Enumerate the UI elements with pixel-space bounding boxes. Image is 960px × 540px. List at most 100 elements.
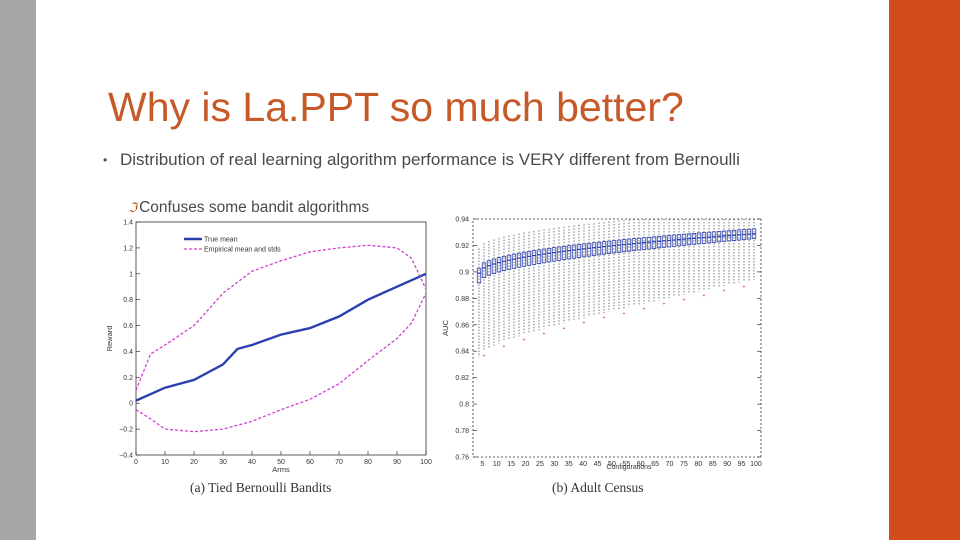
y-axis-label: Reward <box>105 326 114 352</box>
x-tick-label: 25 <box>536 461 544 468</box>
box-body <box>481 262 487 279</box>
box-body <box>586 242 592 257</box>
box-body <box>601 241 607 255</box>
x-tick-label: 50 <box>608 461 616 468</box>
box-body <box>521 251 527 267</box>
box-body <box>681 233 687 246</box>
x-tick-label: 55 <box>622 461 630 468</box>
box-body <box>536 249 542 264</box>
x-tick-label: 70 <box>666 461 674 468</box>
y-tick-label: 0.88 <box>455 296 469 303</box>
y-tick-label: 0.6 <box>123 323 133 330</box>
box-body <box>646 236 652 250</box>
y-tick-label: −0.2 <box>119 427 133 434</box>
box-body <box>666 235 672 248</box>
x-tick-label: 10 <box>161 459 169 466</box>
x-tick-label: 75 <box>680 461 688 468</box>
outlier-marker: + <box>483 353 486 359</box>
box-body <box>516 252 522 268</box>
x-axis-label: Arms <box>272 465 290 474</box>
legend-empirical-label: Empirical mean and stds <box>204 247 281 254</box>
y-tick-label: 0.8 <box>459 402 469 409</box>
x-tick-label: 80 <box>694 461 702 468</box>
x-tick-label: 15 <box>507 461 515 468</box>
box-body <box>561 245 567 260</box>
x-tick-label: 10 <box>493 461 501 468</box>
outlier-marker: + <box>583 321 586 327</box>
box-body <box>611 240 617 254</box>
box-body <box>511 253 517 269</box>
box-body <box>496 257 502 273</box>
census-chart-svg: 0.76 0.78 0.8 0.82 0.84 0.86 0.88 0.9 0.92 0.94 5 1… <box>441 217 762 472</box>
legend-true-mean-label: True mean <box>204 237 238 244</box>
x-tick-label: 100 <box>750 461 762 468</box>
y-tick-label: 1.2 <box>123 245 133 252</box>
cursive-bullet-icon: ℑ <box>128 200 138 215</box>
y-tick-label: 0.2 <box>123 375 133 382</box>
x-axis-label: Configurations <box>606 464 652 471</box>
y-tick-label: 0.94 <box>455 217 469 224</box>
y-tick-label: 1 <box>129 271 133 278</box>
y-tick-label: 0.4 <box>123 349 133 356</box>
y-tick-label: 0.92 <box>455 243 469 250</box>
outlier-marker: + <box>603 316 606 322</box>
x-tick-label: 30 <box>219 459 227 466</box>
box-body <box>541 248 547 264</box>
y-tick-label: 0.9 <box>459 269 469 276</box>
x-tick-label: 95 <box>738 461 746 468</box>
plot-frame <box>472 218 762 458</box>
x-tick-label: 40 <box>579 461 587 468</box>
census-chart-caption: (b) Adult Census <box>552 480 644 495</box>
outlier-marker: + <box>563 326 566 332</box>
box-body <box>491 258 497 274</box>
bullet-dot-icon: • <box>103 153 108 167</box>
box-body <box>556 246 562 261</box>
x-tick-label: 0 <box>134 459 138 466</box>
bullet-text: Distribution of real learning algorithm … <box>120 150 740 169</box>
box-body <box>636 237 642 251</box>
box-body <box>501 255 507 272</box>
plot-frame <box>135 221 427 456</box>
x-tick-label: 20 <box>190 459 198 466</box>
x-tick-label: 40 <box>248 459 256 466</box>
x-tick-label: 35 <box>565 461 573 468</box>
y-tick-label: 0.84 <box>455 349 469 356</box>
outlier-marker: + <box>743 284 746 290</box>
x-tick-label: 5 <box>480 461 484 468</box>
box-body <box>531 250 537 265</box>
y-tick-label: 0.76 <box>455 455 469 462</box>
y-tick-label: 0.82 <box>455 375 469 382</box>
box-body <box>651 236 657 249</box>
box-body <box>526 251 532 266</box>
box-body <box>606 240 612 255</box>
box-body <box>576 244 582 258</box>
box-body <box>631 238 637 252</box>
box-body <box>676 234 682 247</box>
empirical-lower-line <box>135 292 427 433</box>
outlier-marker: + <box>503 344 506 350</box>
x-tick-label: 65 <box>651 461 659 468</box>
x-tick-label: 90 <box>723 461 731 468</box>
outlier-marker: + <box>623 311 626 317</box>
box-body <box>641 237 647 250</box>
x-tick-label: 60 <box>637 461 645 468</box>
x-tick-label: 30 <box>550 461 558 468</box>
y-tick-label: 0.78 <box>455 428 469 435</box>
outlier-marker: + <box>543 331 546 337</box>
box-body <box>506 254 512 270</box>
x-tick-label: 45 <box>594 461 602 468</box>
x-tick-label: 90 <box>393 459 401 466</box>
left-sidebar-band <box>0 0 36 540</box>
sub-bullet-text: Confuses some bandit algorithms <box>139 199 370 216</box>
box-body <box>656 235 662 249</box>
true-mean-line <box>135 272 427 402</box>
y-tick-label: 0.86 <box>455 322 469 329</box>
y-tick-label: −0.4 <box>119 453 133 460</box>
bernoulli-chart-svg: 0 10 20 30 40 50 60 70 80 90 100 −0.4 −0.2 0 0.2 0.4 0.6… <box>105 220 432 475</box>
outlier-marker: + <box>523 337 526 343</box>
box-body <box>626 238 632 252</box>
outlier-marker: + <box>723 289 726 295</box>
y-tick-label: 1.4 <box>123 220 133 227</box>
box-body <box>551 247 557 262</box>
sub-bullet-item: ℑ Confuses some bandit algorithms <box>128 199 369 217</box>
